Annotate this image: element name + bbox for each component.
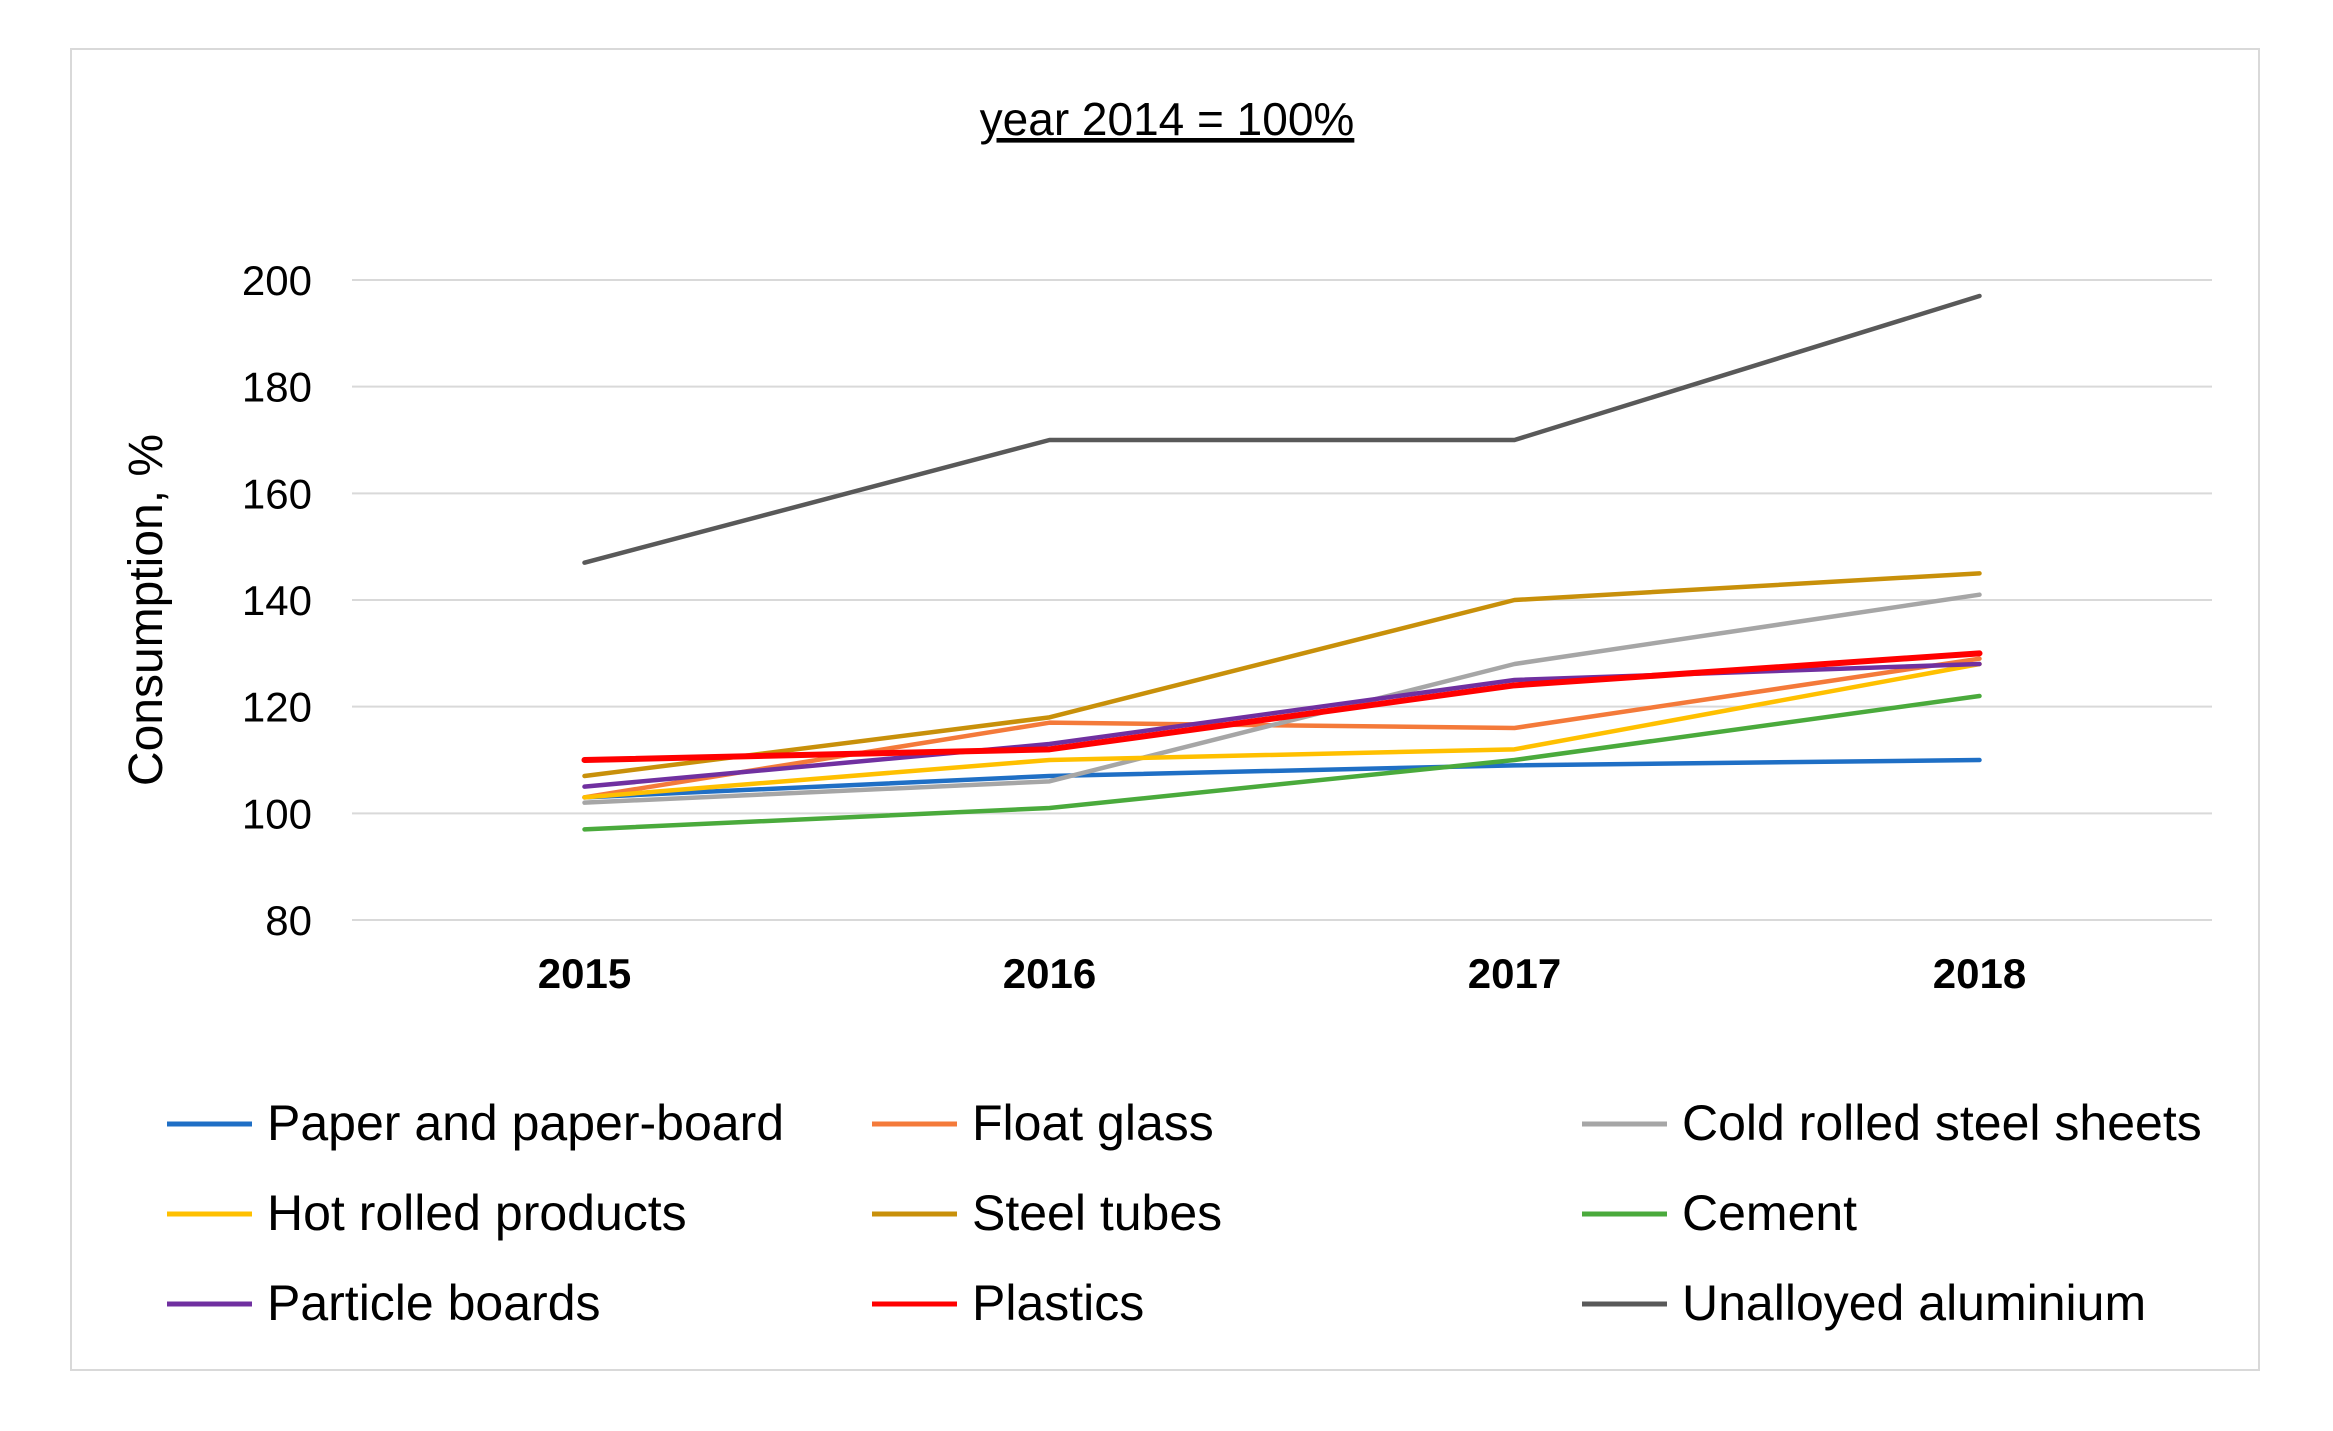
y-axis-label: Consumption, % [120,434,173,786]
legend-label: Cement [1682,1185,1857,1241]
line-chart: year 2014 = 100% 80 100 120 140 160 180 200 20… [120,93,2212,1331]
series-line-float-glass [582,656,1982,800]
series-line-plastics [581,650,1983,763]
x-axis-ticks: 2015 2016 2017 2018 [538,950,2026,997]
series-line-unalloyed-aluminium [582,293,1982,565]
chart-frame: year 2014 = 100% 80 100 120 140 160 180 200 20… [70,48,2260,1371]
y-tick-label: 160 [242,470,312,517]
y-tick-label: 80 [265,897,312,944]
x-tick-label: 2016 [1003,950,1096,997]
legend-label: Steel tubes [972,1185,1222,1241]
x-tick-label: 2017 [1468,950,1561,997]
y-tick-label: 180 [242,364,312,411]
legend-label: Particle boards [267,1275,601,1331]
legend-label: Float glass [972,1095,1214,1151]
legend: Paper and paper-board Float glass Cold rol… [167,1095,2202,1331]
series-line-hot-rolled-products [582,661,1982,800]
y-tick-label: 200 [242,257,312,304]
y-tick-label: 140 [242,577,312,624]
x-tick-label: 2018 [1933,950,2026,997]
legend-label: Plastics [972,1275,1144,1331]
legend-label: Paper and paper-board [267,1095,784,1151]
legend-label: Hot rolled products [267,1185,687,1241]
series-line-cold-rolled-steel-sheets [582,592,1982,805]
x-tick-label: 2015 [538,950,631,997]
chart-title: year 2014 = 100% [980,93,1355,145]
series-line-paper-and-paper-board [582,757,1982,800]
y-tick-label: 100 [242,790,312,837]
legend-label: Cold rolled steel sheets [1682,1095,2202,1151]
gridlines [352,279,2212,921]
y-tick-label: 120 [242,684,312,731]
legend-label: Unalloyed aluminium [1682,1275,2146,1331]
series-lines [581,293,1983,832]
y-axis-ticks: 80 100 120 140 160 180 200 [242,257,312,944]
series-line-steel-tubes [582,571,1982,779]
series-line-cement [582,693,1982,832]
